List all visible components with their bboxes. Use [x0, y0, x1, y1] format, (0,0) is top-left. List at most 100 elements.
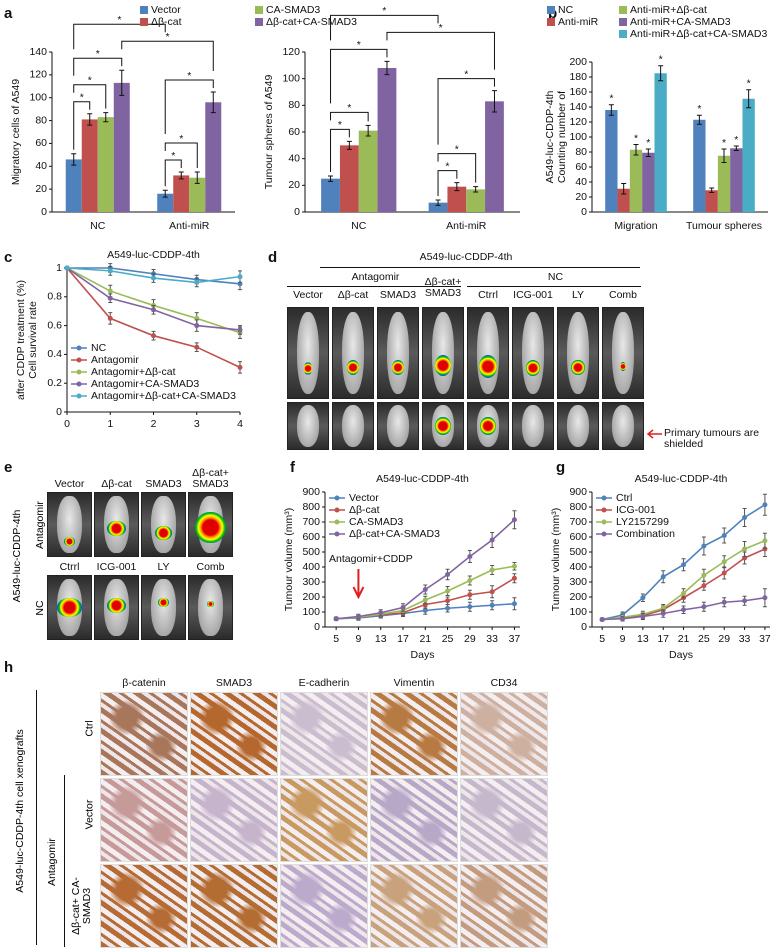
luminescence: [435, 416, 451, 436]
y-tick-label: 700: [302, 516, 320, 528]
luminescence: [479, 354, 497, 379]
annotation-arrow: [646, 429, 662, 439]
point: [151, 307, 156, 313]
significance-bracket: [164, 159, 182, 187]
point: [422, 587, 428, 592]
panel-label: h: [4, 659, 13, 676]
point: [237, 327, 243, 333]
significance-bracket: [330, 48, 388, 104]
bar: [81, 119, 98, 212]
bar: [654, 73, 667, 212]
point: [467, 578, 473, 583]
significance-bracket: [73, 101, 91, 150]
significance-mark: *: [464, 68, 468, 80]
x-tick-label: 33: [486, 633, 498, 645]
panel-label: e: [4, 459, 12, 476]
x-tick-label: 2: [151, 418, 157, 430]
point: [151, 275, 156, 281]
y-tick-label: 400: [302, 561, 320, 573]
x-tick-label: Anti-miR: [446, 220, 487, 232]
column-label: Δβ-cat: [101, 478, 132, 490]
point: [701, 604, 707, 610]
annotation: Antagomir+CDDP: [329, 553, 413, 565]
significance-bracket: [73, 57, 123, 76]
tissue-image: [280, 692, 368, 776]
error-bar: [721, 148, 727, 163]
legend-swatch: [619, 30, 627, 38]
mouse-image: [467, 307, 509, 399]
x-tick-label: 9: [356, 633, 362, 645]
mouse-body: [611, 404, 635, 448]
significance-bracket: [73, 23, 166, 50]
y-tick-label: 300: [302, 576, 320, 588]
point: [681, 562, 687, 568]
mouse-image: [47, 575, 92, 640]
legend-label: Antagomir+Δβ-cat+CA-SMAD3: [91, 390, 236, 402]
legend-marker: [76, 357, 82, 363]
bar: [742, 98, 755, 212]
significance-mark: *: [117, 14, 121, 26]
mouse-image: [94, 492, 139, 557]
significance-mark: *: [80, 91, 84, 103]
y-tick-label: 100: [569, 606, 587, 618]
column-label: E-cadherin: [298, 677, 350, 689]
mouse-image: [467, 402, 509, 450]
point: [701, 543, 707, 549]
y-tick-label: 0.4: [47, 348, 62, 360]
luminescence: [347, 360, 359, 375]
mouse-body: [151, 495, 176, 554]
column-label: SMAD3: [379, 289, 417, 301]
tissue-image: [460, 864, 548, 948]
significance-mark: *: [96, 48, 100, 60]
group-label: Antagomir: [351, 271, 400, 283]
point: [762, 595, 768, 601]
luminescence: [480, 416, 496, 436]
point: [400, 605, 406, 610]
error-bar: [633, 144, 639, 156]
mouse-image: [557, 307, 599, 399]
significance-mark: *: [338, 119, 342, 131]
legend-label: Δβ-cat: [349, 504, 380, 516]
significance-mark: *: [634, 132, 638, 144]
luminescence: [392, 360, 404, 375]
x-tick-label: 4: [237, 418, 243, 430]
luminescence: [157, 598, 170, 607]
legend-swatch: [619, 18, 627, 26]
legend-swatch: [619, 6, 627, 14]
point: [445, 598, 451, 604]
point: [237, 364, 243, 370]
legend-marker: [334, 507, 340, 513]
bar: [173, 175, 190, 212]
y-tick-label: 200: [569, 591, 587, 603]
point: [489, 589, 495, 595]
point: [237, 274, 243, 280]
significance-bracket: [164, 79, 214, 134]
bar: [157, 193, 174, 212]
y-tick-label: 800: [302, 501, 320, 513]
error-bar: [194, 171, 200, 184]
x-tick-label: 37: [509, 633, 521, 645]
column-label: Δβ-cat+ SMAD3: [192, 467, 229, 490]
tissue-image: [370, 864, 458, 948]
point: [445, 588, 451, 594]
mouse-image: [422, 402, 464, 450]
legend-label: Vector: [151, 4, 181, 16]
legend-label: LY2157299: [616, 516, 669, 528]
legend-label: Antagomir+CA-SMAD3: [91, 378, 199, 390]
y-tick-label: 900: [302, 486, 320, 498]
y-tick-label: 40: [288, 152, 300, 164]
x-axis-label: Days: [411, 649, 435, 661]
panel-label: f: [290, 459, 296, 476]
point: [742, 546, 748, 552]
y-tick-label: 180: [569, 71, 587, 83]
y-axis-label: Migratory cells of A549: [10, 79, 22, 185]
bar: [605, 110, 618, 212]
x-axis-label: Days: [669, 649, 693, 661]
tissue-image: [460, 692, 548, 776]
point: [489, 567, 495, 573]
legend-swatch: [547, 18, 555, 26]
x-tick-label: 21: [419, 633, 431, 645]
legend-label: CA-SMAD3: [349, 516, 403, 528]
point: [194, 279, 200, 285]
mouse-body: [521, 311, 545, 395]
